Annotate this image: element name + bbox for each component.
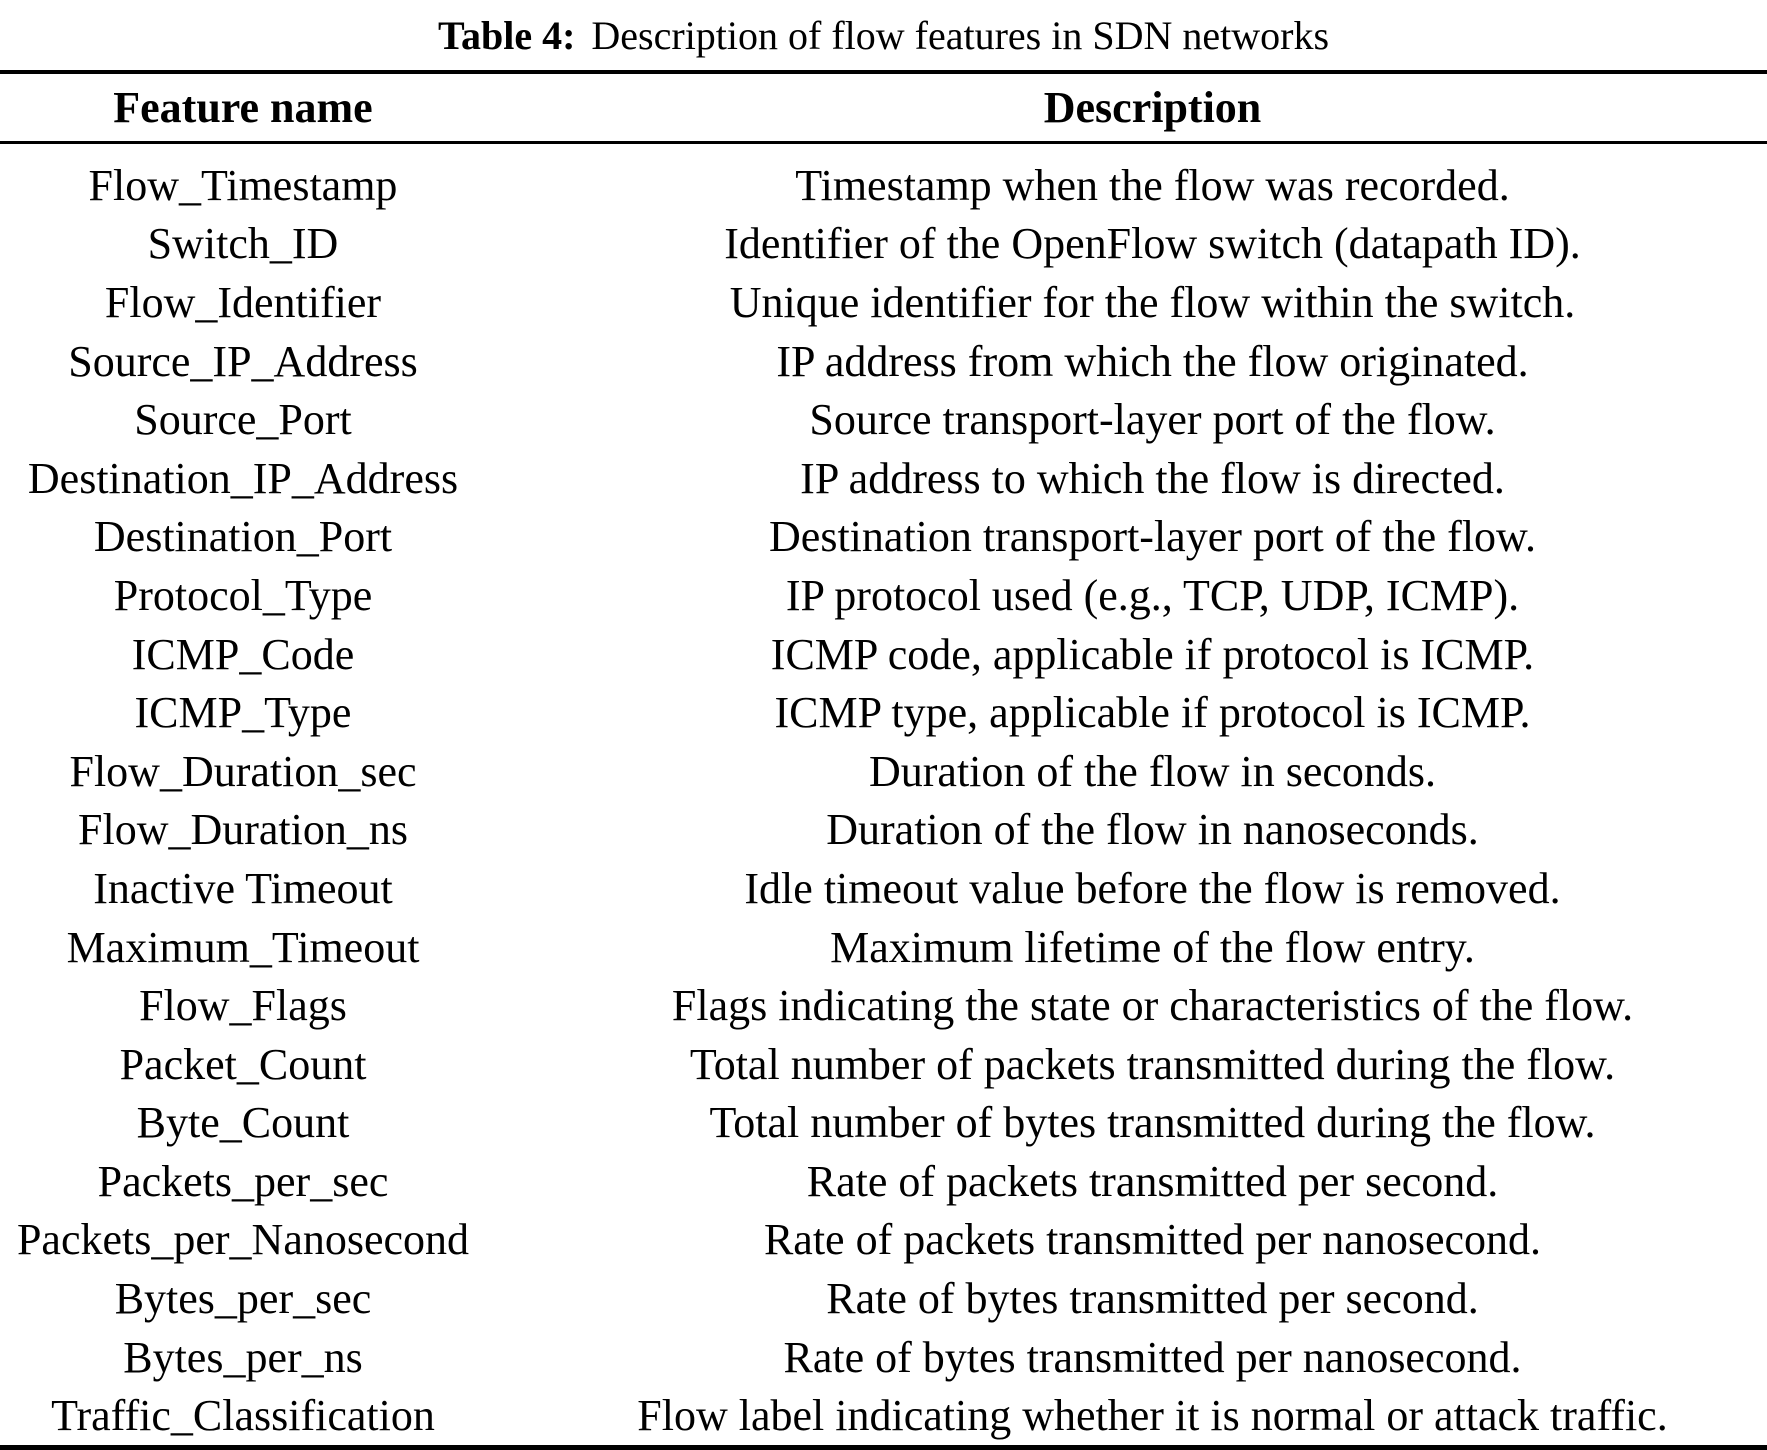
table-row: ICMP_Type ICMP type, applicable if proto… [0,683,1767,742]
description-cell: Duration of the flow in nanoseconds. [826,805,1479,855]
column-header-feature-name: Feature name [0,72,486,144]
feature-name-cell: Protocol_Type [113,570,373,620]
description-cell: Identifier of the OpenFlow switch (datap… [724,219,1581,269]
table-row: Bytes_per_ns Rate of bytes transmitted p… [0,1328,1767,1387]
description-cell: Total number of bytes transmitted during… [709,1098,1596,1148]
table-row: Flow_Duration_ns Duration of the flow in… [0,801,1767,860]
description-cell: ICMP code, applicable if protocol is ICM… [770,629,1535,679]
table-caption-label: Table 4: [437,12,576,58]
feature-name-cell: Bytes_per_sec [114,1274,372,1324]
table-row: Packets_per_Nanosecond Rate of packets t… [0,1211,1767,1270]
description-cell: Maximum lifetime of the flow entry. [830,922,1475,972]
description-cell: Flow label indicating whether it is norm… [637,1391,1668,1441]
feature-name-cell: Destination_Port [93,512,393,562]
description-cell: Rate of bytes transmitted per second. [826,1274,1479,1324]
table-row: Destination_Port Destination transport-l… [0,508,1767,567]
description-cell: Flags indicating the state or characteri… [671,981,1634,1031]
feature-name-cell: Flow_Duration_ns [78,805,408,855]
description-cell: Total number of packets transmitted duri… [689,1039,1616,1089]
feature-name-cell: Flow_Flags [139,981,347,1031]
description-cell: Source transport-layer port of the flow. [809,395,1496,445]
table-row: Traffic_Classification Flow label indica… [0,1386,1767,1447]
feature-name-cell: Flow_Timestamp [88,160,398,210]
description-cell: Rate of packets transmitted per nanoseco… [763,1215,1542,1265]
feature-name-cell: ICMP_Type [134,688,352,738]
table-row: Packets_per_sec Rate of packets transmit… [0,1152,1767,1211]
feature-name-cell: Switch_ID [147,219,339,269]
feature-name-cell: Inactive Timeout [93,863,393,913]
feature-name-cell: ICMP_Code [131,629,355,679]
description-cell: IP protocol used (e.g., TCP, UDP, ICMP). [785,570,1520,620]
table-row: Packet_Count Total number of packets tra… [0,1035,1767,1094]
table-row: Source_IP_Address IP address from which … [0,332,1767,391]
feature-name-cell: Traffic_Classification [51,1391,435,1441]
description-cell: Destination transport-layer port of the … [769,512,1536,562]
feature-name-cell: Byte_Count [136,1098,350,1148]
table-row: Switch_ID Identifier of the OpenFlow swi… [0,215,1767,274]
table-row: Bytes_per_sec Rate of bytes transmitted … [0,1269,1767,1328]
table-row: Maximum_Timeout Maximum lifetime of the … [0,918,1767,977]
feature-name-cell: Destination_IP_Address [27,453,459,503]
table-caption: Table 4: Description of flow features in… [0,0,1767,70]
feature-name-cell: Flow_Identifier [104,277,382,327]
feature-name-cell: Packets_per_Nanosecond [16,1215,470,1265]
table-row: Source_Port Source transport-layer port … [0,390,1767,449]
description-cell: ICMP type, applicable if protocol is ICM… [774,688,1531,738]
description-cell: Duration of the flow in seconds. [869,746,1436,796]
column-header-description: Description [486,72,1767,144]
table-row: Flow_Timestamp Timestamp when the flow w… [0,143,1767,215]
flow-features-table: Feature name Description Flow_Timestamp … [0,70,1767,1450]
table-row: Inactive Timeout Idle timeout value befo… [0,859,1767,918]
description-cell: Rate of bytes transmitted per nanosecond… [783,1332,1522,1382]
table-row: Flow_Duration_sec Duration of the flow i… [0,742,1767,801]
feature-name-cell: Packet_Count [119,1039,367,1089]
table-caption-text: Description of flow features in SDN netw… [591,12,1330,58]
table-row: Byte_Count Total number of bytes transmi… [0,1094,1767,1153]
table-header: Feature name Description [0,72,1767,144]
feature-name-cell: Source_Port [134,395,352,445]
description-cell: IP address from which the flow originate… [776,336,1529,386]
table-row: Destination_IP_Address IP address to whi… [0,449,1767,508]
table-row: ICMP_Code ICMP code, applicable if proto… [0,625,1767,684]
feature-name-cell: Source_IP_Address [68,336,418,386]
table-row: Protocol_Type IP protocol used (e.g., TC… [0,566,1767,625]
feature-name-cell: Bytes_per_ns [123,1332,363,1382]
table-body: Flow_Timestamp Timestamp when the flow w… [0,143,1767,1448]
description-cell: IP address to which the flow is directed… [800,453,1505,503]
table-row: Flow_Flags Flags indicating the state or… [0,976,1767,1035]
description-cell: Unique identifier for the flow within th… [729,277,1576,327]
table-row: Flow_Identifier Unique identifier for th… [0,273,1767,332]
feature-name-cell: Maximum_Timeout [66,922,420,972]
description-cell: Timestamp when the flow was recorded. [795,160,1510,210]
feature-name-cell: Flow_Duration_sec [69,746,417,796]
header-row: Feature name Description [0,72,1767,144]
description-cell: Rate of packets transmitted per second. [806,1156,1499,1206]
feature-name-cell: Packets_per_sec [97,1156,389,1206]
description-cell: Idle timeout value before the flow is re… [744,863,1561,913]
